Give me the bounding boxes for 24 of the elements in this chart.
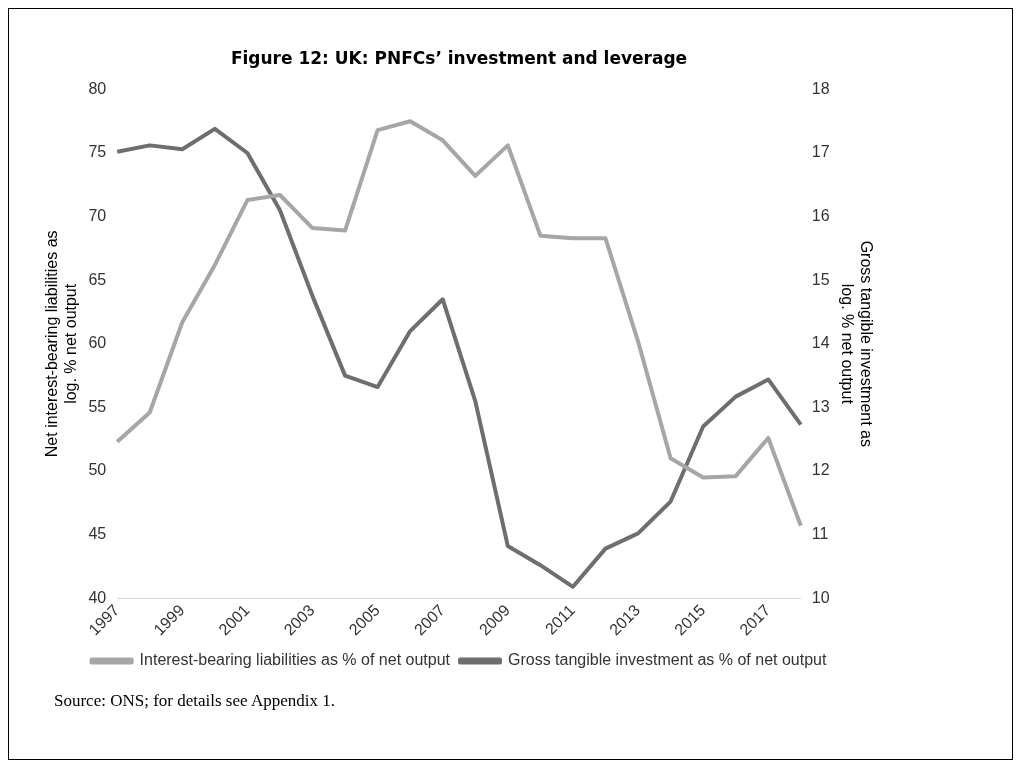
y-tick-label: 45 <box>88 525 107 543</box>
y2-axis-title: Gross tangible investment as log. % net output <box>838 240 875 447</box>
y-tick-label: 65 <box>88 270 107 288</box>
y-tick-label: 40 <box>88 588 107 606</box>
y-axis-title: Net interest-bearing liabilities as log. % net output <box>43 230 80 458</box>
y2-tick-label: 16 <box>811 207 830 225</box>
y2-tick-label: 17 <box>811 143 830 161</box>
y-tick-label: 60 <box>88 334 107 352</box>
y-tick-label: 80 <box>88 79 107 97</box>
y2-tick-label: 18 <box>811 79 830 97</box>
y2-tick-label: 11 <box>811 525 829 543</box>
legend-label: Gross tangible investment as % of net output <box>508 651 827 669</box>
source-note: Source: ONS; for details see Appendix 1. <box>54 691 335 711</box>
y2-tick-label: 13 <box>811 397 830 415</box>
y2-tick-label: 14 <box>811 334 830 352</box>
y2-tick-label: 10 <box>811 588 830 606</box>
y-tick-label: 55 <box>88 397 107 415</box>
legend-label: Interest-bearing liabilities as % of net output <box>139 651 451 669</box>
y2-tick-label: 12 <box>811 461 830 479</box>
y-tick-label: 70 <box>88 207 107 225</box>
y-tick-label: 75 <box>88 143 107 161</box>
y-tick-label: 50 <box>88 461 107 479</box>
y2-tick-label: 15 <box>811 270 830 288</box>
chart-title: Figure 12: UK: PNFCs’ investment and leverage <box>230 47 688 68</box>
